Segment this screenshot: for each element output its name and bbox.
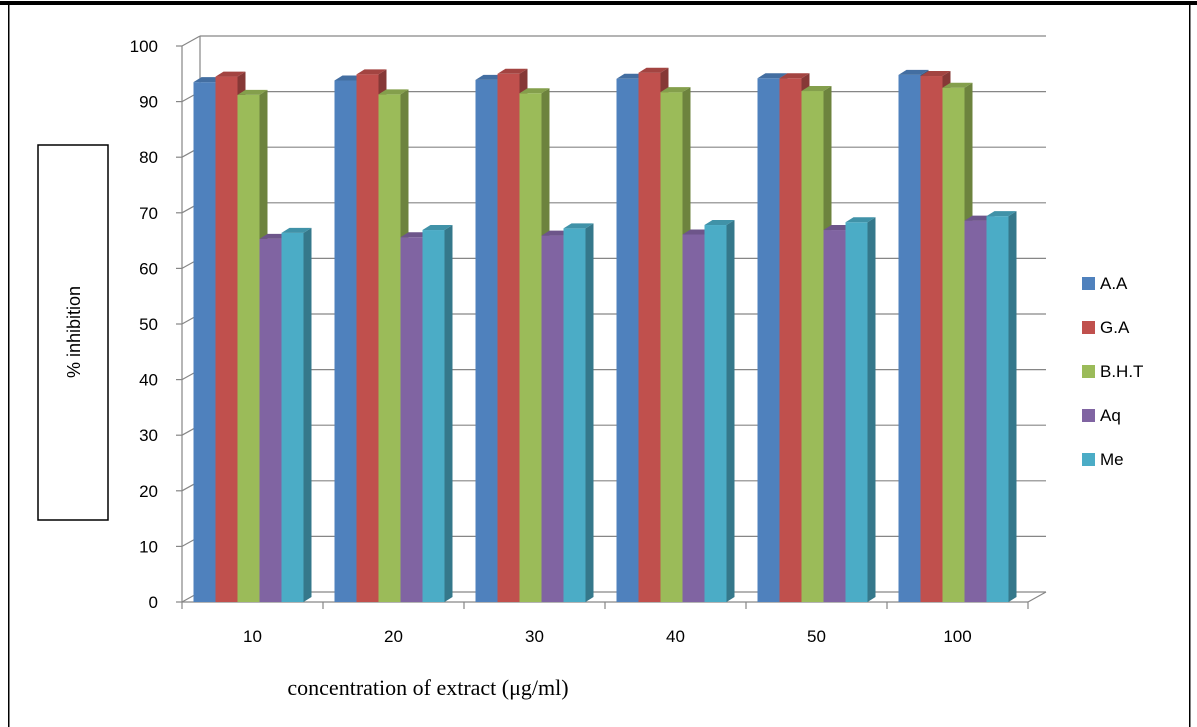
legend-label-G.A: G.A — [1100, 318, 1130, 337]
x-tick-label: 10 — [243, 627, 262, 646]
page-right-border — [1189, 5, 1191, 727]
bar-top — [801, 86, 832, 92]
bar-top — [942, 82, 973, 88]
bar-top — [779, 73, 810, 79]
bar-A.A-20 — [334, 80, 357, 603]
legend-label-A.A: A.A — [1100, 274, 1128, 293]
y-tick-label: 70 — [139, 204, 158, 223]
y-tick-label: 100 — [130, 37, 158, 56]
bar-Aq-20 — [400, 237, 423, 602]
bar-top — [638, 67, 669, 73]
page-top-border — [0, 1, 1197, 5]
x-tick-label: 30 — [525, 627, 544, 646]
legend-swatch-Me — [1082, 453, 1095, 466]
bar-Me-20 — [422, 230, 445, 602]
bar-side — [444, 225, 453, 602]
bar-top — [898, 69, 929, 75]
bar-side — [1008, 211, 1017, 603]
x-axis-title: concentration of extract (μg/ml) — [287, 675, 568, 700]
x-tick-label: 100 — [943, 627, 971, 646]
legend-swatch-B.H.T — [1082, 365, 1095, 378]
bar-Me-10 — [281, 232, 304, 603]
bar-B.H.T-10 — [237, 94, 260, 602]
x-tick-label: 20 — [384, 627, 403, 646]
bar-top — [920, 71, 951, 77]
bar-G.A-10 — [215, 76, 238, 602]
bar-Aq-100 — [964, 220, 987, 603]
x-axis-tick-labels: 10 20 30 40 50 100 — [243, 627, 972, 646]
bar-G.A-40 — [638, 72, 661, 603]
bar-A.A-10 — [193, 82, 216, 602]
bar-G.A-20 — [356, 74, 379, 602]
bar-top — [497, 68, 528, 74]
bar-side — [585, 223, 594, 603]
y-tick-label: 80 — [139, 148, 158, 167]
bar-top — [422, 225, 453, 231]
legend-label-Me: Me — [1100, 450, 1124, 469]
floor-edge — [1027, 591, 1047, 603]
legend-label-B.H.T: B.H.T — [1100, 362, 1143, 381]
bar-top — [986, 211, 1017, 217]
bar-top — [704, 220, 735, 226]
bar-B.H.T-100 — [942, 87, 965, 602]
y-axis-title-box — [37, 144, 109, 521]
bar-A.A-30 — [475, 79, 498, 602]
bar-Aq-30 — [541, 235, 564, 602]
bar-G.A-30 — [497, 73, 520, 603]
y-axis-title: % inhibition — [64, 286, 84, 378]
y-tick-label: 0 — [149, 593, 158, 612]
bar-Me-100 — [986, 216, 1009, 603]
bar-Aq-10 — [259, 238, 282, 602]
gridline-depth — [181, 35, 201, 47]
y-tick-label: 90 — [139, 93, 158, 112]
bar-top — [563, 223, 594, 229]
bar-side — [303, 227, 312, 603]
bar-top — [215, 71, 246, 77]
bar-A.A-50 — [757, 78, 780, 603]
bar-top — [519, 88, 550, 94]
bar-Aq-50 — [823, 230, 846, 602]
bar-Me-30 — [563, 228, 586, 603]
y-tick-label: 20 — [139, 482, 158, 501]
bar-top — [757, 73, 788, 79]
bar-top — [845, 217, 876, 223]
bar-Aq-40 — [682, 234, 705, 602]
y-tick-label: 60 — [139, 259, 158, 278]
y-tick-label: 40 — [139, 371, 158, 390]
y-tick-label: 10 — [139, 537, 158, 556]
page-left-border — [8, 5, 10, 727]
y-axis-tick-labels: 0 10 20 30 40 50 60 70 80 90 100 — [130, 37, 158, 612]
legend: A.A G.A B.H.T Aq Me — [1082, 274, 1143, 469]
x-tick-label: 50 — [807, 627, 826, 646]
bar-B.H.T-30 — [519, 93, 542, 602]
legend-swatch-G.A — [1082, 321, 1095, 334]
legend-swatch-A.A — [1082, 277, 1095, 290]
bar-top — [281, 227, 312, 233]
bar-top — [237, 89, 268, 95]
bar-A.A-100 — [898, 74, 921, 603]
x-tick-label: 40 — [666, 627, 685, 646]
bar-side — [867, 217, 876, 602]
bar-G.A-100 — [920, 76, 943, 603]
y-tick-label: 30 — [139, 426, 158, 445]
legend-swatch-Aq — [1082, 409, 1095, 422]
bar-A.A-40 — [616, 78, 639, 602]
bar-G.A-50 — [779, 78, 802, 603]
bar-Me-50 — [845, 222, 868, 602]
bar-top — [378, 89, 409, 95]
bar-B.H.T-50 — [801, 91, 824, 602]
legend-label-Aq: Aq — [1100, 406, 1121, 425]
bar-side — [726, 220, 735, 603]
bar-top — [660, 87, 691, 93]
bar-B.H.T-20 — [378, 94, 401, 602]
y-tick-label: 50 — [139, 315, 158, 334]
plot-area — [176, 35, 1047, 609]
bar-B.H.T-40 — [660, 92, 683, 602]
bar-Me-40 — [704, 225, 727, 603]
bar-top — [356, 69, 387, 75]
